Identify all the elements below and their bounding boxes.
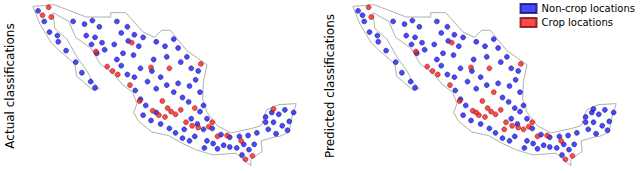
- svg-text:Predicted classifications: Predicted classifications: [323, 14, 337, 158]
- svg-text:Crop locations: Crop locations: [542, 17, 613, 28]
- svg-text:Actual classifications: Actual classifications: [3, 23, 17, 148]
- svg-text:Non-crop locations: Non-crop locations: [542, 3, 635, 14]
